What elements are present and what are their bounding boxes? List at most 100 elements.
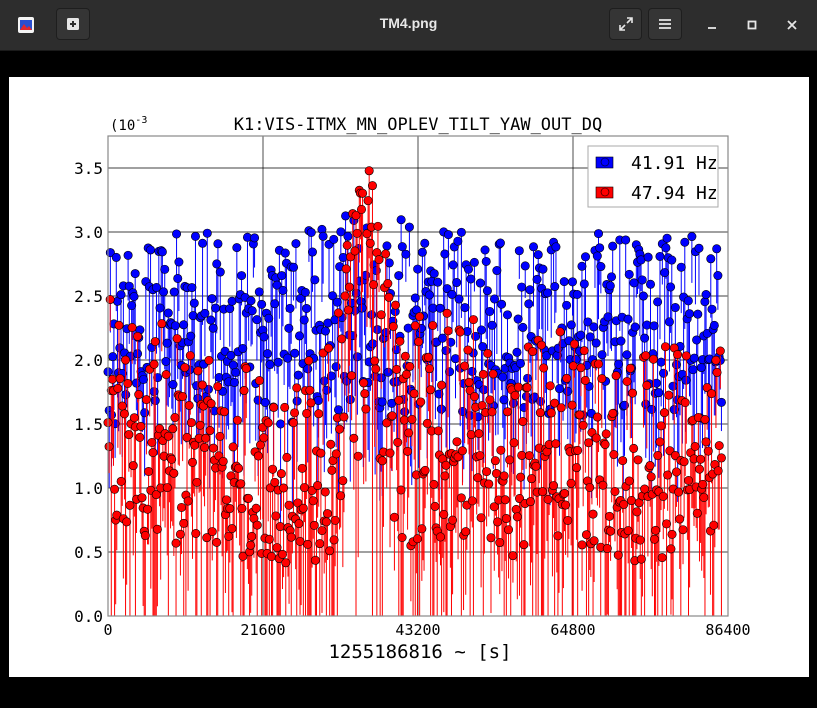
- data-point: [404, 222, 414, 232]
- data-point: [649, 321, 659, 331]
- fullscreen-button[interactable]: [609, 8, 642, 40]
- image-viewer-icon: [18, 17, 34, 33]
- data-point: [613, 550, 623, 560]
- data-point: [144, 466, 154, 476]
- data-point: [680, 398, 690, 408]
- data-point: [513, 382, 523, 392]
- data-point: [448, 515, 458, 525]
- data-point: [643, 252, 653, 262]
- data-point: [151, 490, 161, 500]
- data-point: [504, 525, 514, 535]
- data-point: [463, 345, 473, 355]
- close-button[interactable]: [777, 10, 807, 40]
- data-point: [281, 558, 291, 568]
- data-point: [218, 456, 228, 466]
- data-point: [185, 351, 195, 361]
- data-point: [545, 381, 555, 391]
- data-point: [400, 351, 410, 361]
- data-point: [306, 227, 316, 237]
- menu-button[interactable]: [648, 8, 682, 40]
- axes: 0.0 0.5 1.0 1.5 2.0 2.5 3.0 3.5 0 21600 43200 64800…: [74, 159, 750, 639]
- data-point: [604, 511, 614, 521]
- data-point: [475, 451, 485, 461]
- data-point: [238, 551, 248, 561]
- data-point: [694, 464, 704, 474]
- data-point: [515, 358, 525, 368]
- data-point: [325, 546, 335, 556]
- data-point: [692, 335, 702, 345]
- data-point: [172, 229, 182, 239]
- minimize-button[interactable]: [697, 10, 727, 40]
- data-point: [352, 228, 362, 238]
- data-point: [585, 482, 595, 492]
- data-point: [495, 538, 505, 548]
- data-point: [157, 247, 167, 257]
- data-point: [550, 282, 560, 292]
- data-point: [271, 511, 281, 521]
- data-point: [127, 323, 137, 333]
- data-point: [270, 299, 280, 309]
- data-point: [179, 518, 189, 528]
- data-point: [377, 456, 387, 466]
- data-point: [146, 245, 156, 255]
- data-point: [626, 496, 636, 506]
- data-point: [110, 484, 120, 494]
- data-point: [270, 477, 280, 487]
- x-tick-label: 64800: [550, 621, 595, 639]
- data-point: [632, 507, 642, 517]
- data-point: [285, 303, 295, 313]
- y-tick-label: 3.5: [74, 159, 103, 178]
- data-point: [384, 292, 394, 302]
- data-point: [121, 355, 131, 365]
- data-point: [518, 322, 528, 332]
- data-point: [572, 289, 582, 299]
- data-point: [453, 452, 463, 462]
- data-point: [480, 245, 490, 255]
- data-point: [699, 492, 709, 502]
- data-point: [113, 383, 123, 393]
- data-point: [373, 221, 383, 231]
- data-point: [329, 535, 339, 545]
- data-point: [478, 342, 488, 352]
- data-point: [320, 487, 330, 497]
- data-point: [589, 322, 599, 332]
- data-point: [280, 402, 290, 412]
- data-point: [322, 385, 332, 395]
- data-point: [715, 346, 725, 356]
- minimize-icon: [708, 27, 716, 29]
- data-point: [143, 504, 153, 514]
- maximize-button[interactable]: [737, 10, 767, 40]
- data-point: [384, 258, 394, 268]
- data-point: [659, 408, 669, 418]
- data-point: [151, 283, 161, 293]
- new-window-button[interactable]: [56, 8, 90, 40]
- data-point: [595, 243, 605, 253]
- data-point: [663, 470, 673, 480]
- data-point: [310, 555, 320, 565]
- data-point: [309, 520, 319, 530]
- data-point: [263, 418, 273, 428]
- data-point: [672, 360, 682, 370]
- data-point: [207, 294, 217, 304]
- data-point: [321, 517, 331, 527]
- data-point: [476, 513, 486, 523]
- data-point: [259, 433, 269, 443]
- data-point: [551, 242, 561, 252]
- data-point: [360, 389, 370, 399]
- data-point: [130, 269, 140, 279]
- data-point: [265, 359, 275, 369]
- data-point: [542, 351, 552, 361]
- data-point: [435, 303, 445, 313]
- data-point: [694, 243, 704, 253]
- data-point: [645, 460, 655, 470]
- data-point: [690, 441, 700, 451]
- data-point: [184, 400, 194, 410]
- data-point: [670, 303, 680, 313]
- data-point: [243, 493, 253, 503]
- data-point: [693, 309, 703, 319]
- legend-label-red: 47.94 Hz: [631, 183, 718, 204]
- data-point: [528, 242, 538, 252]
- data-point: [177, 502, 187, 512]
- data-point: [667, 529, 677, 539]
- data-point: [460, 303, 470, 313]
